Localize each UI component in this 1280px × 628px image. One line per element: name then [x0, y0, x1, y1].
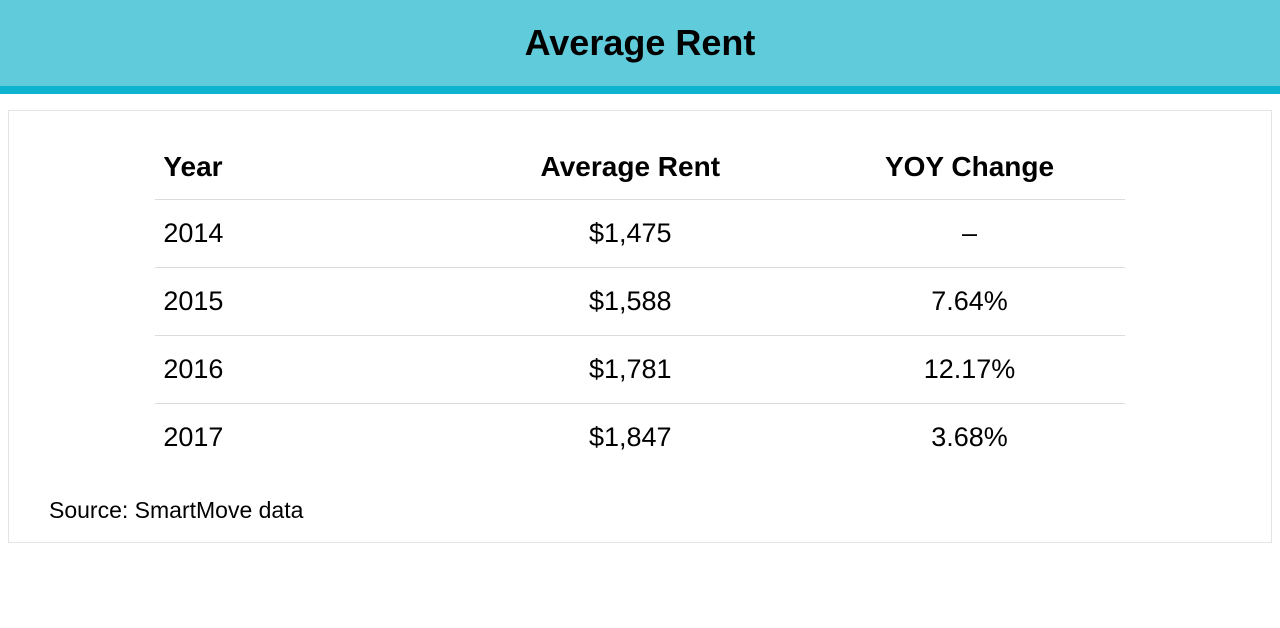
cell-year: 2017 [155, 404, 446, 472]
table-row: 2017 $1,847 3.68% [155, 404, 1124, 472]
cell-yoy: – [814, 200, 1124, 268]
table-row: 2016 $1,781 12.17% [155, 336, 1124, 404]
cell-yoy: 3.68% [814, 404, 1124, 472]
cell-rent: $1,781 [446, 336, 814, 404]
cell-year: 2016 [155, 336, 446, 404]
page-title: Average Rent [525, 22, 756, 63]
cell-year: 2015 [155, 268, 446, 336]
content-card: Year Average Rent YOY Change 2014 $1,475… [8, 110, 1272, 543]
accent-bar [0, 86, 1280, 94]
cell-rent: $1,588 [446, 268, 814, 336]
col-header-year: Year [155, 141, 446, 200]
col-header-yoy: YOY Change [814, 141, 1124, 200]
cell-yoy: 7.64% [814, 268, 1124, 336]
table-row: 2015 $1,588 7.64% [155, 268, 1124, 336]
rent-table: Year Average Rent YOY Change 2014 $1,475… [155, 141, 1124, 471]
source-attribution: Source: SmartMove data [49, 497, 1231, 524]
cell-year: 2014 [155, 200, 446, 268]
col-header-rent: Average Rent [446, 141, 814, 200]
table-body: 2014 $1,475 – 2015 $1,588 7.64% 2016 $1,… [155, 200, 1124, 472]
cell-rent: $1,475 [446, 200, 814, 268]
cell-yoy: 12.17% [814, 336, 1124, 404]
cell-rent: $1,847 [446, 404, 814, 472]
table-header-row: Year Average Rent YOY Change [155, 141, 1124, 200]
table-row: 2014 $1,475 – [155, 200, 1124, 268]
page-title-banner: Average Rent [0, 0, 1280, 86]
